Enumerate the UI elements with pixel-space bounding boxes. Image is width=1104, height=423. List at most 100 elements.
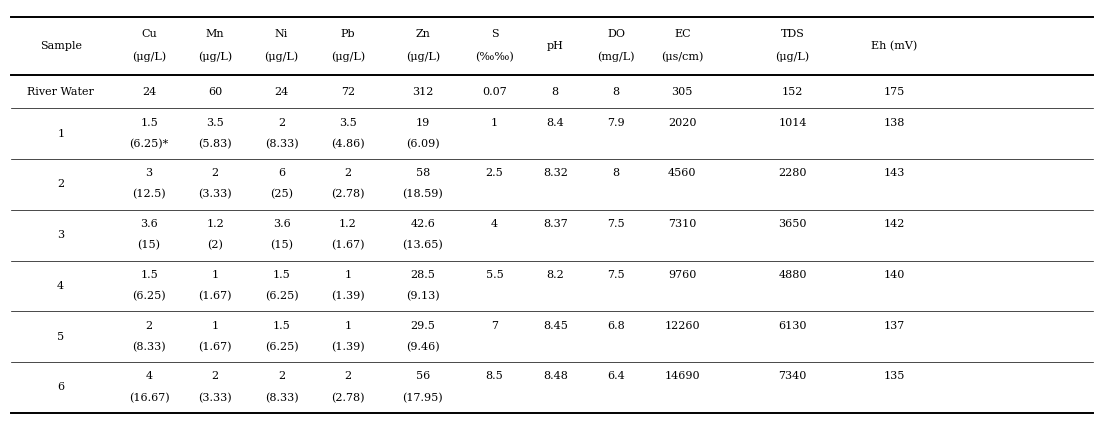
Text: (μg/L): (μg/L) <box>265 51 298 62</box>
Text: 4560: 4560 <box>668 168 697 178</box>
Text: 58: 58 <box>416 168 429 178</box>
Text: S: S <box>491 30 498 39</box>
Text: 2: 2 <box>344 168 351 178</box>
Text: 1: 1 <box>491 118 498 127</box>
Text: 8.48: 8.48 <box>543 371 567 381</box>
Text: (1.39): (1.39) <box>331 291 364 301</box>
Text: 140: 140 <box>883 270 905 280</box>
Text: 2: 2 <box>212 371 219 381</box>
Text: Cu: Cu <box>141 30 157 39</box>
Text: (2): (2) <box>208 240 223 250</box>
Text: (18.59): (18.59) <box>403 190 443 200</box>
Text: (‰‰): (‰‰) <box>475 52 514 62</box>
Text: 2.5: 2.5 <box>486 168 503 178</box>
Text: (μg/L): (μg/L) <box>132 51 166 62</box>
Text: 5: 5 <box>57 332 64 342</box>
Text: 2: 2 <box>57 179 64 190</box>
Text: 8: 8 <box>552 87 559 97</box>
Text: 5.5: 5.5 <box>486 270 503 280</box>
Text: Ni: Ni <box>275 30 288 39</box>
Text: Eh (mV): Eh (mV) <box>871 41 917 51</box>
Text: 1.2: 1.2 <box>339 219 357 229</box>
Text: (3.33): (3.33) <box>199 393 232 403</box>
Text: (15): (15) <box>270 240 293 250</box>
Text: 2: 2 <box>278 118 285 127</box>
Text: 1: 1 <box>212 270 219 280</box>
Text: (8.33): (8.33) <box>265 139 298 149</box>
Text: (16.67): (16.67) <box>129 393 169 403</box>
Text: 0.07: 0.07 <box>482 87 507 97</box>
Text: (6.09): (6.09) <box>406 139 439 149</box>
Text: (1.67): (1.67) <box>331 240 364 250</box>
Text: 7: 7 <box>491 321 498 330</box>
Text: TDS: TDS <box>781 30 805 39</box>
Text: 3.5: 3.5 <box>339 118 357 127</box>
Text: 305: 305 <box>671 87 693 97</box>
Text: 3.6: 3.6 <box>273 219 290 229</box>
Text: 24: 24 <box>142 87 156 97</box>
Text: DO: DO <box>607 30 625 39</box>
Text: 6: 6 <box>278 168 285 178</box>
Text: (15): (15) <box>138 240 160 250</box>
Text: Zn: Zn <box>415 30 431 39</box>
Text: 7340: 7340 <box>778 371 807 381</box>
Text: (8.33): (8.33) <box>265 393 298 403</box>
Text: 4: 4 <box>491 219 498 229</box>
Text: 3: 3 <box>146 168 152 178</box>
Text: 7310: 7310 <box>668 219 697 229</box>
Text: 1.5: 1.5 <box>273 321 290 330</box>
Text: 2: 2 <box>212 168 219 178</box>
Text: (μg/L): (μg/L) <box>199 51 232 62</box>
Text: 3.5: 3.5 <box>206 118 224 127</box>
Text: 8.4: 8.4 <box>546 118 564 127</box>
Text: Sample: Sample <box>40 41 82 51</box>
Text: 2: 2 <box>146 321 152 330</box>
Text: (12.5): (12.5) <box>132 190 166 200</box>
Text: 28.5: 28.5 <box>411 270 435 280</box>
Text: (μg/L): (μg/L) <box>776 51 809 62</box>
Text: (μg/L): (μg/L) <box>331 51 364 62</box>
Text: 4: 4 <box>146 371 152 381</box>
Text: Pb: Pb <box>340 30 355 39</box>
Text: 12260: 12260 <box>665 321 700 330</box>
Text: 9760: 9760 <box>668 270 697 280</box>
Text: 19: 19 <box>416 118 429 127</box>
Text: (9.46): (9.46) <box>406 342 439 352</box>
Text: 142: 142 <box>883 219 905 229</box>
Text: 143: 143 <box>883 168 905 178</box>
Text: 175: 175 <box>883 87 905 97</box>
Text: 1.5: 1.5 <box>140 118 158 127</box>
Text: (μg/L): (μg/L) <box>406 51 439 62</box>
Text: 3.6: 3.6 <box>140 219 158 229</box>
Text: 4880: 4880 <box>778 270 807 280</box>
Text: 2: 2 <box>344 371 351 381</box>
Text: (13.65): (13.65) <box>403 240 443 250</box>
Text: (9.13): (9.13) <box>406 291 439 301</box>
Text: 137: 137 <box>883 321 905 330</box>
Text: 135: 135 <box>883 371 905 381</box>
Text: 1: 1 <box>344 270 351 280</box>
Text: 152: 152 <box>782 87 804 97</box>
Text: 6: 6 <box>57 382 64 393</box>
Text: (mg/L): (mg/L) <box>597 51 635 62</box>
Text: 1014: 1014 <box>778 118 807 127</box>
Text: (3.33): (3.33) <box>199 190 232 200</box>
Text: (6.25)*: (6.25)* <box>129 139 169 149</box>
Text: 6.8: 6.8 <box>607 321 625 330</box>
Text: 138: 138 <box>883 118 905 127</box>
Text: 1: 1 <box>344 321 351 330</box>
Text: (1.67): (1.67) <box>199 291 232 301</box>
Text: Mn: Mn <box>206 30 224 39</box>
Text: 1.5: 1.5 <box>140 270 158 280</box>
Text: 14690: 14690 <box>665 371 700 381</box>
Text: (5.83): (5.83) <box>199 139 232 149</box>
Text: 1: 1 <box>57 129 64 139</box>
Text: EC: EC <box>673 30 691 39</box>
Text: 7.9: 7.9 <box>607 118 625 127</box>
Text: (6.25): (6.25) <box>265 342 298 352</box>
Text: 72: 72 <box>341 87 354 97</box>
Text: 6130: 6130 <box>778 321 807 330</box>
Text: 1.2: 1.2 <box>206 219 224 229</box>
Text: (4.86): (4.86) <box>331 139 364 149</box>
Text: 7.5: 7.5 <box>607 219 625 229</box>
